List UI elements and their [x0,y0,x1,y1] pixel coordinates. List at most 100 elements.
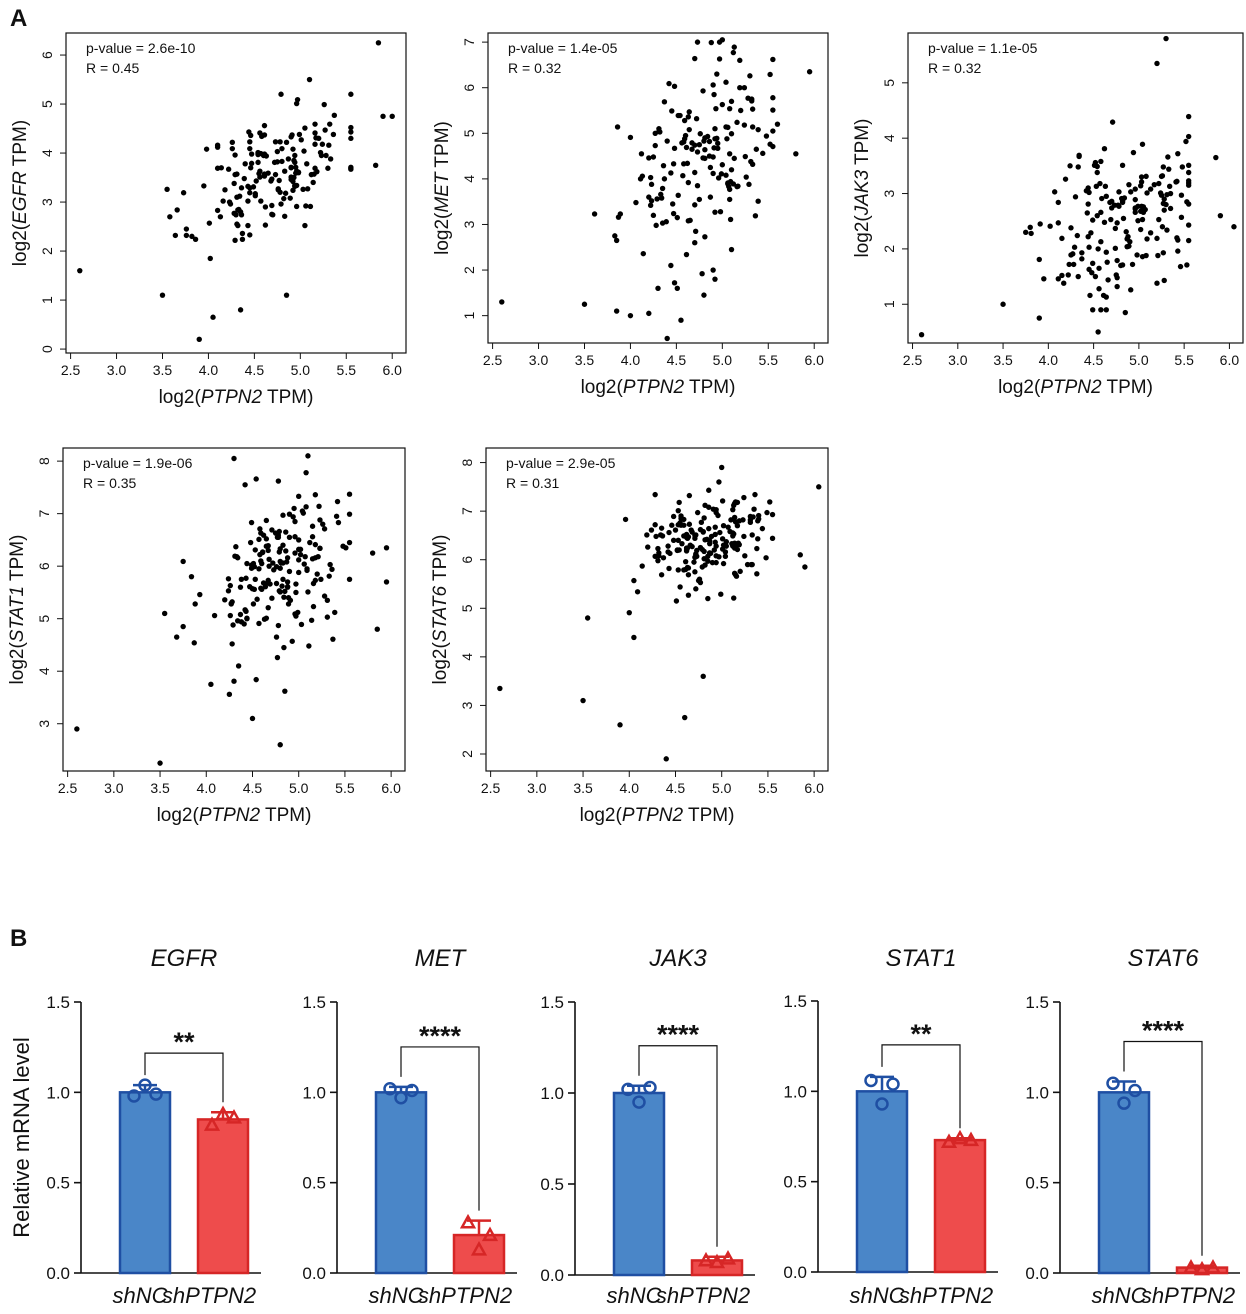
data-point [312,541,319,548]
data-point [1163,35,1169,42]
data-point [1151,181,1157,188]
data-point [1072,194,1079,200]
data-point [238,185,245,191]
data-point [256,536,262,543]
data-point [707,164,714,171]
data-point [222,187,228,193]
data-point [675,567,681,573]
data-point [712,209,718,215]
chart-title: EGFR [151,945,218,972]
data-point [225,166,232,172]
data-point [1109,205,1115,211]
bar-shNC [1097,1091,1151,1275]
data-point [719,37,726,43]
y-axis-label: log2(EGFR TPM) [10,120,31,266]
data-point [274,148,281,155]
data-point [1231,224,1237,230]
replicate-triangle [1204,1259,1222,1274]
data-point [749,532,755,538]
data-point [1164,227,1170,233]
data-point [655,285,661,291]
data-point [1108,216,1114,223]
replicate-circle [394,1091,408,1105]
data-point [334,498,341,505]
data-point [712,126,718,132]
data-point [702,234,708,240]
data-point [309,534,316,540]
data-point [1047,223,1053,229]
data-point [715,175,722,181]
data-point [222,597,228,603]
data-point [203,146,210,152]
data-point [1095,246,1101,252]
data-point [333,513,340,519]
data-point [1103,307,1109,313]
data-point [300,510,307,516]
data-point [329,566,335,573]
x-axis-label: log2(PTPN2 TPM) [998,377,1153,398]
data-point [1114,257,1120,264]
data-point [1155,252,1161,259]
data-point [1036,315,1042,321]
data-point [231,455,237,462]
data-point [692,55,698,62]
data-point [710,154,716,160]
data-point [725,524,731,530]
data-point [327,121,333,127]
data-point [229,139,236,145]
data-point [692,169,698,176]
data-point [249,715,256,722]
data-point [1185,222,1192,228]
barchart-bar-EGFR: 0.0 0.5 1.0 1.5 EGFR Relative mRNA level shNCs… [9,945,261,1308]
data-point [686,126,692,133]
data-point [1071,244,1078,250]
data-point [646,194,652,200]
data-point [723,172,729,178]
data-point [242,482,248,488]
data-point [681,117,688,124]
x-tick-label: 3.0 [104,780,124,796]
data-point [741,122,748,128]
data-point [289,638,295,644]
data-point [314,168,320,175]
data-point [706,550,713,556]
y-tick-label: 3 [881,189,897,197]
data-point [1156,216,1162,223]
data-point [180,623,186,630]
data-point [292,518,298,525]
y-tick-label: 5 [881,79,897,87]
data-point [613,308,620,314]
data-point [770,56,776,63]
data-point [665,549,671,555]
data-point [713,553,719,559]
data-point [740,517,746,523]
y-tick-label: 2 [39,247,55,255]
data-point [751,506,757,512]
data-point [233,544,239,550]
significance-bracket [881,1044,961,1129]
data-point [1128,189,1134,195]
data-point [248,151,255,157]
x-tick-label: 3.5 [993,352,1013,368]
significance-label: **** [1142,1015,1185,1045]
data-point [1066,261,1072,268]
plot-frame [907,32,1244,344]
data-point [1139,216,1146,223]
data-point [321,101,327,108]
y-tick-label: 1 [39,296,55,304]
replicate-circle [875,1097,889,1111]
data-point [1139,253,1146,260]
data-point [1116,189,1122,195]
data-point [1173,179,1179,185]
data-point [1094,212,1100,219]
data-point [1065,272,1071,278]
data-point [714,71,720,77]
data-point [220,198,226,204]
data-point [679,540,685,547]
data-point [742,153,748,160]
data-point [674,285,680,291]
significance-label: ** [173,1027,195,1057]
data-point [304,186,311,192]
y-tick-label: 0.5 [46,1174,70,1193]
